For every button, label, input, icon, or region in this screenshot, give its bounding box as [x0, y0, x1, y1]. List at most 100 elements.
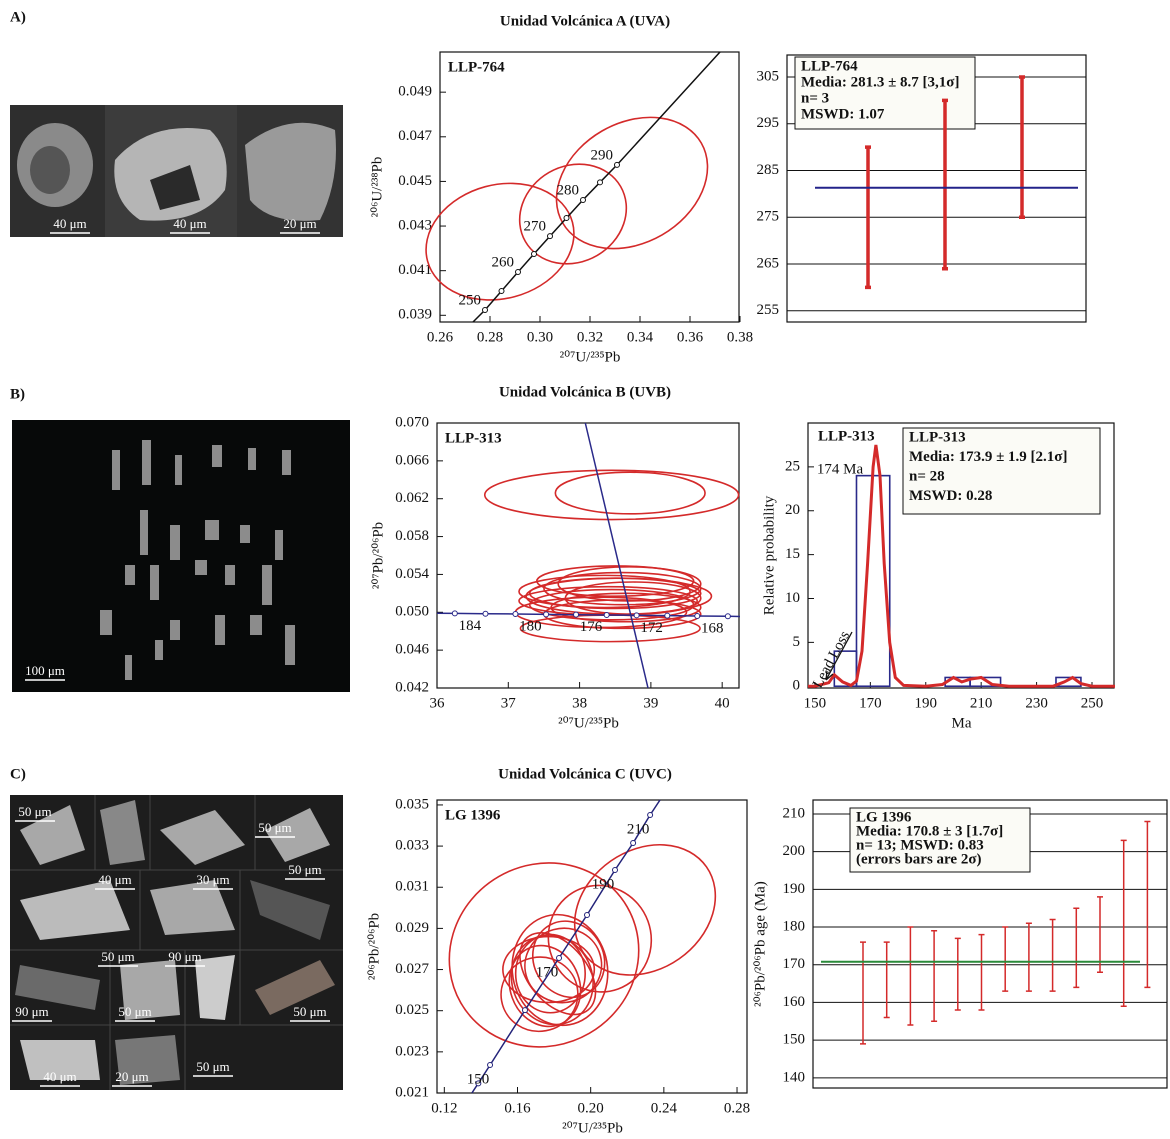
y-tick-label: 0.041 — [398, 262, 432, 278]
x-tick-label: 0.32 — [577, 329, 603, 345]
error-ellipse — [524, 927, 603, 1004]
age-label: 176 — [580, 619, 603, 635]
age-marker — [597, 179, 603, 186]
scale-label: 40 μm — [43, 1069, 76, 1084]
x-tick-label: 190 — [915, 695, 938, 711]
age-marker — [475, 1080, 482, 1087]
error-bar — [1097, 896, 1103, 974]
x-tick-label: 250 — [1081, 695, 1104, 711]
y-tick-label: 285 — [757, 162, 780, 178]
error-bar — [931, 930, 938, 1023]
error-bar — [1049, 918, 1056, 992]
error-ellipse — [425, 182, 575, 301]
y-tick-label: 255 — [757, 302, 780, 318]
age-label: 280 — [557, 182, 580, 198]
plot-frame — [786, 54, 1087, 323]
x-tick-label: 230 — [1025, 695, 1048, 711]
sample-label: LG 1396 — [445, 807, 501, 823]
y-tick-label: 150 — [783, 1032, 806, 1048]
x-tick-label: 38 — [572, 695, 587, 711]
age-marker — [556, 955, 563, 962]
age-marker — [487, 1062, 494, 1069]
age-label: 290 — [591, 147, 614, 163]
stats-text: (errors bars are 2σ) — [856, 851, 981, 867]
age-label: 170 — [536, 964, 559, 980]
x-tick-label: 0.30 — [527, 329, 553, 345]
y-tick-label: 15 — [785, 546, 800, 562]
error-bar — [1120, 839, 1127, 1007]
x-tick-label: 0.28 — [477, 329, 503, 345]
y-tick-label: 0.050 — [395, 604, 429, 620]
panel-title: Unidad Volcánica B (UVB) — [499, 384, 671, 400]
age-marker — [603, 612, 610, 619]
age-marker — [563, 215, 570, 222]
y-tick-label: 0.066 — [395, 452, 429, 468]
stats-text: MSWD: 0.28 — [909, 488, 992, 504]
concordia-curve — [472, 51, 721, 323]
error-ellipse — [547, 884, 653, 993]
x-tick-label: 0.38 — [727, 329, 753, 345]
error-bar — [1025, 922, 1032, 992]
error-bar — [883, 941, 890, 1019]
y-axis-label: Relative probability — [761, 495, 777, 615]
error-ellipse — [448, 862, 640, 1048]
scale-label: 40 μm — [53, 216, 86, 231]
error-bar — [954, 937, 961, 1011]
y-tick-label: 0.045 — [398, 173, 432, 189]
annotation-arrow — [825, 631, 853, 681]
stats-text: Media: 170.8 ± 3 [1.7σ] — [856, 823, 1003, 839]
x-tick-label: 170 — [859, 695, 882, 711]
panel-label: C) — [10, 766, 26, 782]
y-tick-label: 0.025 — [395, 1002, 429, 1018]
age-label: 168 — [701, 620, 724, 636]
y-tick-label: 0.029 — [395, 920, 429, 936]
y-tick-label: 0.062 — [395, 490, 429, 506]
age-marker — [580, 196, 586, 203]
x-axis-label: Ma — [952, 715, 972, 731]
y-tick-label: 0.042 — [395, 679, 429, 695]
age-marker — [664, 612, 671, 619]
error-bar — [1019, 75, 1025, 220]
discordia-line — [584, 422, 649, 689]
x-axis-label: ²⁰⁷U/²³⁵Pb — [560, 349, 621, 365]
scale-label: 50 μm — [18, 804, 51, 819]
error-ellipse — [532, 920, 606, 999]
age-marker — [451, 610, 458, 617]
age-marker — [498, 287, 505, 294]
error-ellipse — [518, 574, 691, 609]
y-tick-label: 190 — [783, 881, 806, 897]
x-axis-label: ²⁰⁷U/²³⁵Pb — [558, 715, 619, 731]
age-label: 180 — [519, 618, 542, 634]
age-label: 250 — [459, 292, 482, 308]
error-ellipse — [543, 571, 702, 606]
age-marker — [694, 612, 701, 619]
y-tick-label: 20 — [785, 502, 800, 518]
error-bar — [907, 926, 914, 1026]
x-tick-label: 39 — [643, 695, 658, 711]
age-label: 190 — [592, 876, 615, 892]
age-marker — [647, 812, 654, 819]
y-tick-label: 5 — [793, 634, 801, 650]
x-tick-label: 0.28 — [724, 1100, 750, 1116]
stats-box — [902, 427, 1101, 515]
y-tick-label: 305 — [757, 68, 780, 84]
stats-text: n= 13; MSWD: 0.83 — [856, 837, 984, 853]
age-marker — [633, 612, 640, 619]
y-axis-label: ²⁰⁶Pb/²⁰⁶Pb — [366, 913, 382, 980]
error-ellipse — [519, 932, 597, 1016]
annotation: Lead Loss — [810, 628, 853, 690]
age-label: 184 — [459, 618, 482, 634]
y-tick-label: 0.047 — [398, 128, 432, 144]
y-tick-label: 0.021 — [395, 1084, 429, 1100]
x-tick-label: 150 — [804, 695, 827, 711]
y-tick-label: 0.043 — [398, 217, 432, 233]
sample-label: LLP-764 — [448, 59, 505, 75]
histogram-bar — [969, 676, 1002, 688]
age-marker — [482, 306, 488, 313]
stats-text: LLP-764 — [801, 58, 858, 74]
plot-frame — [436, 799, 748, 1094]
x-tick-label: 0.24 — [651, 1100, 678, 1116]
y-tick-label: 160 — [783, 994, 806, 1010]
error-bar — [860, 941, 866, 1045]
